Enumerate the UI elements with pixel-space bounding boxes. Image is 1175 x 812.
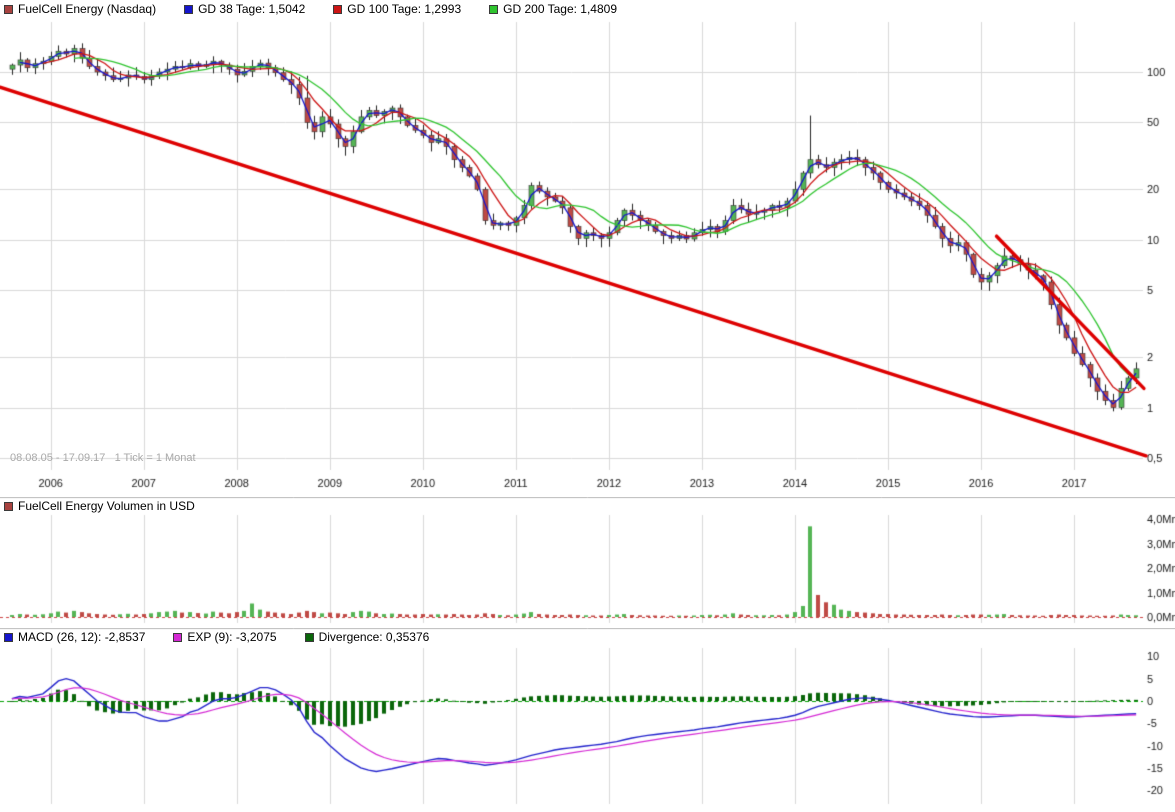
legend-item-macd: MACD (26, 12): -2,8537 bbox=[4, 630, 145, 644]
volume-chart-canvas[interactable] bbox=[0, 497, 1175, 628]
legend-item-divergence: Divergence: 0,35376 bbox=[304, 630, 430, 644]
macd-label: MACD (26, 12): -2,8537 bbox=[18, 630, 146, 644]
price-legend: FuelCell Energy (Nasdaq) GD 38 Tage: 1,5… bbox=[4, 2, 617, 16]
gd200-label: GD 200 Tage: 1,4809 bbox=[503, 2, 618, 16]
legend-item-gd200: GD 200 Tage: 1,4809 bbox=[489, 2, 617, 16]
volume-legend: FuelCell Energy Volumen in USD bbox=[4, 499, 195, 513]
volume-label: FuelCell Energy Volumen in USD bbox=[18, 499, 195, 513]
gd200-swatch-icon bbox=[489, 4, 499, 14]
price-chart-canvas[interactable] bbox=[0, 0, 1175, 497]
macd-swatch-icon bbox=[4, 632, 13, 642]
chart-period-label: 08.08.05 - 17.09.17 1 Tick = 1 Monat bbox=[10, 452, 196, 464]
gd100-swatch-icon bbox=[333, 4, 343, 14]
price-panel: FuelCell Energy (Nasdaq) GD 38 Tage: 1,5… bbox=[0, 0, 1175, 497]
gd100-label: GD 100 Tage: 1,2993 bbox=[347, 2, 462, 16]
volume-swatch-icon bbox=[4, 501, 13, 511]
legend-item-exp: EXP (9): -3,2075 bbox=[173, 630, 277, 644]
gd38-label: GD 38 Tage: 1,5042 bbox=[198, 2, 306, 16]
exp-swatch-icon bbox=[173, 632, 183, 642]
divergence-swatch-icon bbox=[304, 632, 314, 642]
gd38-swatch-icon bbox=[184, 4, 194, 14]
price-series-label: FuelCell Energy (Nasdaq) bbox=[18, 2, 157, 16]
macd-chart-canvas[interactable] bbox=[0, 628, 1175, 812]
exp-label: EXP (9): -3,2075 bbox=[187, 630, 277, 644]
legend-item-gd100: GD 100 Tage: 1,2993 bbox=[333, 2, 461, 16]
volume-panel: FuelCell Energy Volumen in USD bbox=[0, 497, 1175, 628]
legend-item-volume: FuelCell Energy Volumen in USD bbox=[4, 499, 195, 513]
legend-item-price-series: FuelCell Energy (Nasdaq) bbox=[4, 2, 156, 16]
legend-item-gd38: GD 38 Tage: 1,5042 bbox=[184, 2, 305, 16]
series-swatch-icon bbox=[4, 4, 13, 14]
macd-legend: MACD (26, 12): -2,8537 EXP (9): -3,2075 … bbox=[4, 630, 429, 644]
divergence-label: Divergence: 0,35376 bbox=[318, 630, 430, 644]
macd-panel: MACD (26, 12): -2,8537 EXP (9): -3,2075 … bbox=[0, 628, 1175, 812]
